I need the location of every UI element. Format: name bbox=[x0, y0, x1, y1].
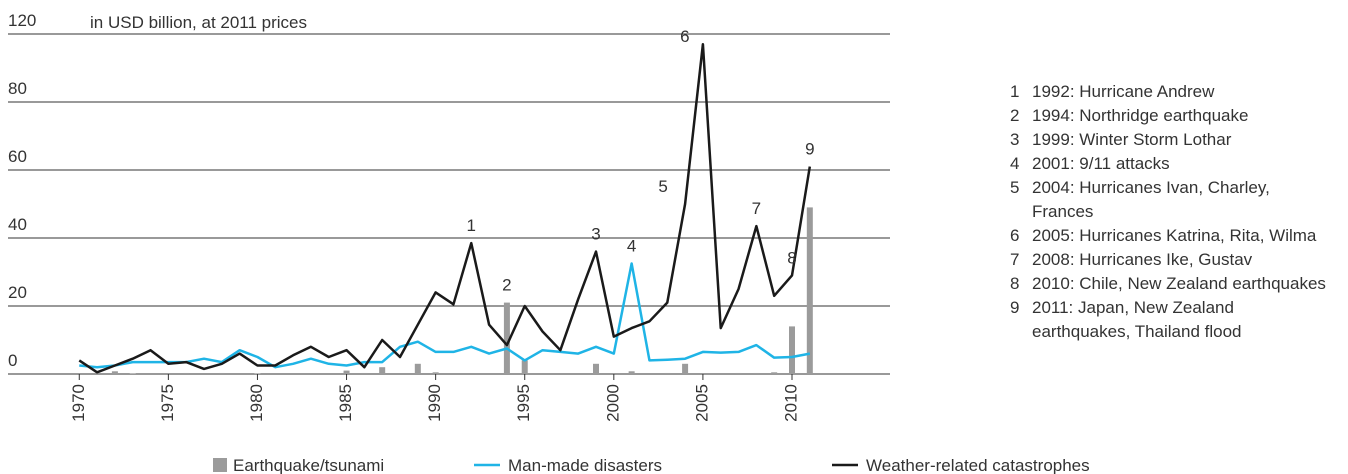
bar bbox=[628, 371, 635, 374]
annotation-number: 8 bbox=[787, 248, 796, 267]
bar bbox=[521, 360, 528, 374]
annotation-item-number: 1 bbox=[1010, 82, 1020, 101]
line bbox=[78, 42, 812, 374]
annotation-number: 3 bbox=[591, 225, 600, 244]
annotation-item-number: 6 bbox=[1010, 226, 1020, 245]
x-tick-label: 1980 bbox=[247, 384, 266, 422]
annotation-item-text: 1999: Winter Storm Lothar bbox=[1032, 130, 1232, 149]
bar bbox=[129, 373, 136, 374]
y-tick-label: 20 bbox=[8, 283, 27, 302]
annotation-number: 6 bbox=[680, 27, 689, 46]
bar bbox=[111, 371, 118, 374]
annotation-item-number: 9 bbox=[1010, 298, 1020, 317]
bar bbox=[682, 363, 689, 374]
x-tick-label: 1985 bbox=[336, 384, 355, 422]
x-tick-label: 1995 bbox=[514, 384, 533, 422]
annotation-number: 1 bbox=[467, 216, 476, 235]
x-tick-label: 1970 bbox=[69, 384, 88, 422]
annotation-item: 6 2005: Hurricanes Katrina, Rita, Wilma bbox=[1010, 224, 1340, 248]
bar bbox=[753, 372, 760, 374]
annotation-item: 8 2010: Chile, New Zealand earthquakes bbox=[1010, 272, 1340, 296]
x-tick-label: 2010 bbox=[781, 384, 800, 422]
bar bbox=[593, 363, 599, 374]
annotation-item-text: 2005: Hurricanes Katrina, Rita, Wilma bbox=[1032, 226, 1317, 245]
bar bbox=[432, 372, 439, 374]
legend-label: Man-made disasters bbox=[508, 456, 662, 474]
line bbox=[79, 262, 811, 369]
annotation-item: 3 1999: Winter Storm Lothar bbox=[1010, 128, 1340, 152]
annotation-item-number: 4 bbox=[1010, 154, 1020, 173]
legend-label: Weather-related catastrophes bbox=[866, 456, 1090, 474]
bar bbox=[254, 373, 261, 374]
y-tick-label: 0 bbox=[8, 351, 17, 370]
annotation-item-text: 2001: 9/11 attacks bbox=[1032, 154, 1170, 173]
annotation-item-text: 2011: Japan, New Zealand earthquakes, Th… bbox=[1032, 298, 1242, 341]
annotation-item: 4 2001: 9/11 attacks bbox=[1010, 152, 1340, 176]
legend-item: Earthquake/tsunami bbox=[213, 456, 384, 474]
annotation-number: 9 bbox=[805, 140, 814, 159]
bar bbox=[183, 372, 190, 374]
x-tick-label: 1990 bbox=[425, 384, 444, 422]
annotation-item-text: 2004: Hurricanes Ivan, Charley, Frances bbox=[1032, 178, 1270, 221]
bar bbox=[735, 372, 742, 374]
bar bbox=[664, 372, 671, 374]
annotation-item-text: 1994: Northridge earthquake bbox=[1032, 106, 1249, 125]
legend-label: Earthquake/tsunami bbox=[233, 456, 384, 474]
bar bbox=[789, 326, 795, 374]
annotation-number: 7 bbox=[752, 199, 761, 218]
annotation-item-number: 7 bbox=[1010, 250, 1020, 269]
annotation-item-text: 1992: Hurricane Andrew bbox=[1032, 82, 1215, 101]
annotation-number: 5 bbox=[658, 177, 667, 196]
annotation-item-text: 2008: Hurricanes Ike, Gustav bbox=[1032, 250, 1253, 269]
legend-swatch bbox=[213, 458, 227, 472]
annotation-item-number: 8 bbox=[1010, 274, 1020, 293]
annotation-item: 9 2011: Japan, New Zealand earthquakes, T… bbox=[1010, 296, 1340, 344]
bar bbox=[343, 370, 350, 374]
annotation-number: 4 bbox=[627, 237, 636, 256]
bar bbox=[379, 367, 386, 374]
unit-label: in USD billion, at 2011 prices bbox=[90, 13, 307, 32]
y-tick-label: 40 bbox=[8, 215, 27, 234]
annotation-item: 5 2004: Hurricanes Ivan, Charley, Frances bbox=[1010, 176, 1340, 224]
x-tick-label: 2000 bbox=[603, 384, 622, 422]
x-tick-label: 1975 bbox=[158, 384, 177, 422]
x-tick-label: 2005 bbox=[692, 384, 711, 422]
y-tick-label: 60 bbox=[8, 147, 27, 166]
annotation-item-number: 5 bbox=[1010, 178, 1020, 197]
annotation-item-text: 2010: Chile, New Zealand earthquakes bbox=[1032, 274, 1326, 293]
annotation-item: 7 2008: Hurricanes Ike, Gustav bbox=[1010, 248, 1340, 272]
bar bbox=[361, 372, 368, 374]
y-tick-label: 80 bbox=[8, 79, 27, 98]
annotation-item: 1 1992: Hurricane Andrew bbox=[1010, 80, 1340, 104]
legend-item: Man-made disasters bbox=[474, 456, 662, 474]
annotation-list: 1 1992: Hurricane Andrew 2 1994: Northridge… bbox=[1010, 80, 1340, 344]
annotation-number: 2 bbox=[502, 276, 511, 295]
bar bbox=[218, 372, 225, 374]
legend-item: Weather-related catastrophes bbox=[832, 456, 1090, 474]
annotation-item: 2 1994: Northridge earthquake bbox=[1010, 104, 1340, 128]
y-tick-label: 120 bbox=[8, 11, 36, 30]
bar bbox=[806, 207, 813, 374]
annotation-item-number: 3 bbox=[1010, 130, 1020, 149]
bar bbox=[503, 302, 510, 374]
annotation-item-number: 2 bbox=[1010, 106, 1020, 125]
bar bbox=[414, 363, 421, 374]
bar bbox=[771, 372, 778, 374]
